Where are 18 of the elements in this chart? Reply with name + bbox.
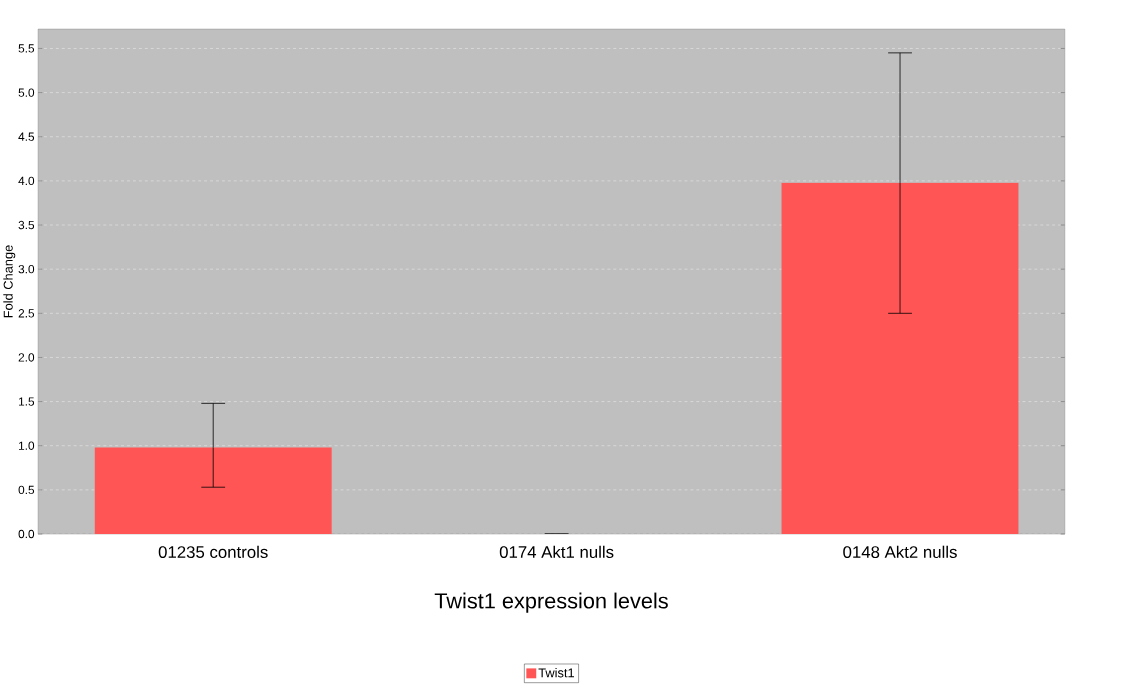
y-tick-label: 1.5 bbox=[18, 397, 35, 406]
y-tick-label: 2.5 bbox=[18, 309, 35, 318]
y-tick-label: 0.0 bbox=[18, 530, 35, 539]
legend-label: Twist1 bbox=[538, 668, 575, 678]
y-tick-label: 2.0 bbox=[18, 353, 35, 362]
x-axis-title: Twist1 expression levels bbox=[434, 592, 668, 614]
x-tick-label: 01235 controls bbox=[158, 545, 268, 559]
y-tick-label: 5.5 bbox=[18, 44, 35, 53]
y-tick-label: 4.0 bbox=[18, 176, 35, 186]
x-tick-label: 0148 Akt2 nulls bbox=[843, 545, 957, 559]
y-tick-label: 1.0 bbox=[18, 441, 35, 451]
y-tick-label: 5.0 bbox=[18, 88, 35, 98]
x-tick-label: 0174 Akt1 nulls bbox=[499, 545, 614, 559]
y-axis-title: Fold Change bbox=[3, 245, 16, 318]
y-tick-label: 3.0 bbox=[18, 265, 35, 274]
y-tick-label: 4.5 bbox=[18, 132, 35, 142]
y-tick-label: 0.5 bbox=[18, 485, 35, 495]
y-tick-label: 3.5 bbox=[18, 221, 35, 230]
